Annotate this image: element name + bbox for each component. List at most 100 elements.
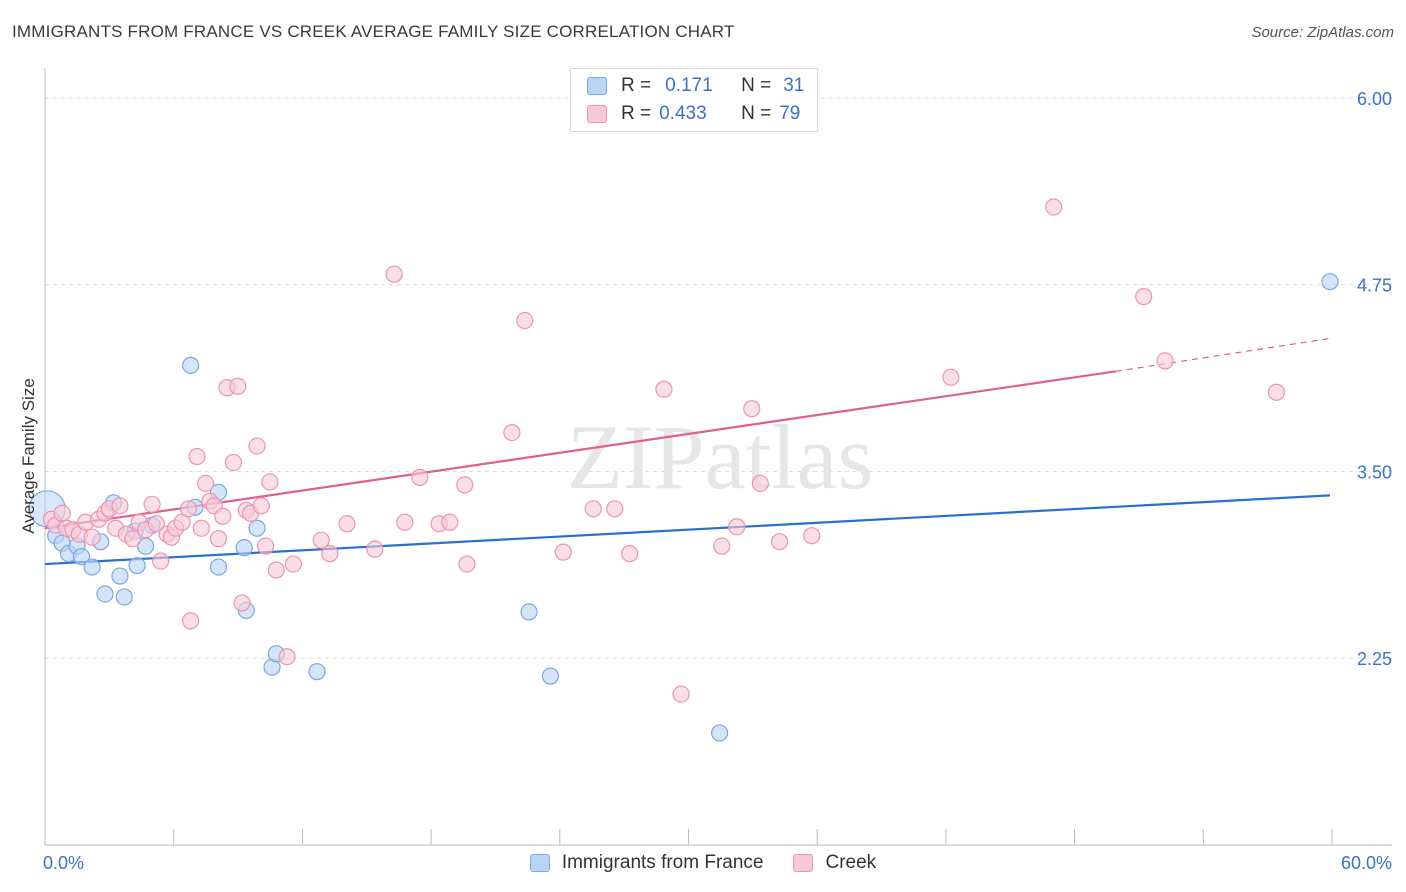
creek-point xyxy=(606,500,624,518)
creek-point xyxy=(152,552,170,570)
legend-label: Creek xyxy=(825,852,877,873)
creek-point xyxy=(751,474,769,492)
france-point xyxy=(308,663,326,681)
creek-point xyxy=(248,437,266,455)
creek-point xyxy=(229,377,247,395)
creek-point xyxy=(803,527,821,545)
n-value: 79 xyxy=(779,103,801,124)
creek-point xyxy=(124,530,142,548)
legend-item-creek[interactable]: Creek xyxy=(793,852,876,874)
r-value: 0.433 xyxy=(659,103,707,124)
n-label: N = xyxy=(741,75,772,96)
creek-point xyxy=(743,400,761,418)
tick-labels: 2.25 3.50 4.75 6.00 0.0% 60.0% xyxy=(43,89,1392,873)
creek-point xyxy=(554,543,572,561)
pink-swatch xyxy=(587,105,607,123)
creek-point xyxy=(256,537,275,555)
r-label: R = xyxy=(621,103,652,124)
legend-item-france[interactable]: Immigrants from France xyxy=(529,852,764,874)
pink-swatch xyxy=(793,854,814,872)
creek-point xyxy=(53,504,71,522)
blue-swatch xyxy=(587,77,607,95)
creek-point xyxy=(1135,288,1153,306)
creek-point xyxy=(179,500,198,518)
creek-point xyxy=(284,555,303,573)
creek-point xyxy=(1267,383,1286,401)
france-point xyxy=(541,667,560,685)
france-point xyxy=(235,539,253,557)
france-point xyxy=(128,556,146,575)
creek-point xyxy=(396,513,414,531)
creek-point xyxy=(441,513,459,531)
creek-point xyxy=(1045,198,1063,216)
france-point xyxy=(209,558,228,576)
y-tick-label: 4.75 xyxy=(1357,276,1392,296)
creek-point xyxy=(1156,352,1174,370)
n-label: N = xyxy=(741,103,772,124)
france-point xyxy=(115,588,133,606)
creek-point xyxy=(456,476,474,494)
creek-point xyxy=(338,515,356,533)
x-tick-label: 0.0% xyxy=(43,853,84,873)
france-point xyxy=(111,567,129,585)
creek-point xyxy=(385,265,403,283)
france-point xyxy=(182,356,200,374)
creek-point xyxy=(672,685,690,703)
creek-point xyxy=(252,497,270,515)
creek-point xyxy=(192,519,210,537)
blue-swatch xyxy=(529,854,550,872)
legend-row-blue: R = 0.171 N = 31 xyxy=(587,74,804,98)
correlation-legend: R = 0.171 N = 31 R = 0.433 N = 79 xyxy=(570,68,818,132)
creek-point xyxy=(321,545,339,563)
creek-point xyxy=(411,468,429,487)
chart-title: IMMIGRANTS FROM FRANCE VS CREEK AVERAGE … xyxy=(12,22,735,41)
trend-lines xyxy=(44,337,1331,566)
creek-point xyxy=(143,495,161,513)
creek-point xyxy=(942,368,960,386)
creek-point xyxy=(111,497,129,515)
creek-point xyxy=(267,561,285,579)
data-points xyxy=(28,198,1339,742)
france-trend-line xyxy=(44,494,1331,566)
france-point xyxy=(96,585,114,603)
france-point xyxy=(1321,273,1339,291)
creek-trend-extension xyxy=(1115,337,1331,372)
y-axis-label: Average Family Size xyxy=(19,378,38,534)
france-point xyxy=(83,558,101,576)
y-tick-label: 3.50 xyxy=(1357,462,1392,482)
creek-point xyxy=(233,594,251,612)
creek-point xyxy=(182,612,200,630)
source-label: Source: ZipAtlas.com xyxy=(1251,24,1394,41)
r-label: R = xyxy=(621,75,652,96)
axes xyxy=(44,68,1392,846)
creek-point xyxy=(278,648,296,666)
creek-point xyxy=(214,507,232,525)
creek-point xyxy=(713,537,731,555)
creek-point xyxy=(83,528,101,546)
france-point xyxy=(520,603,538,621)
creek-point xyxy=(312,531,330,549)
x-tick-label: 60.0% xyxy=(1341,853,1392,873)
creek-point xyxy=(197,474,215,492)
creek-point xyxy=(261,473,279,491)
creek-point xyxy=(224,453,243,472)
creek-trend-line xyxy=(44,370,1116,530)
creek-point xyxy=(770,533,789,551)
creek-point xyxy=(655,380,673,398)
creek-point xyxy=(728,518,746,536)
y-tick-label: 2.25 xyxy=(1357,649,1392,669)
gridlines xyxy=(45,97,1392,659)
r-value: 0.171 xyxy=(665,75,713,96)
watermark: ZIPatlas xyxy=(567,406,874,508)
series-legend: Immigrants from France Creek xyxy=(0,852,1406,874)
creek-point xyxy=(584,500,602,518)
n-value: 31 xyxy=(783,75,805,96)
creek-point xyxy=(209,530,228,548)
creek-point xyxy=(366,540,384,558)
france-point xyxy=(711,724,729,742)
creek-point xyxy=(458,555,476,573)
legend-label: Immigrants from France xyxy=(561,852,764,873)
creek-point xyxy=(516,311,534,330)
creek-point xyxy=(188,447,206,466)
